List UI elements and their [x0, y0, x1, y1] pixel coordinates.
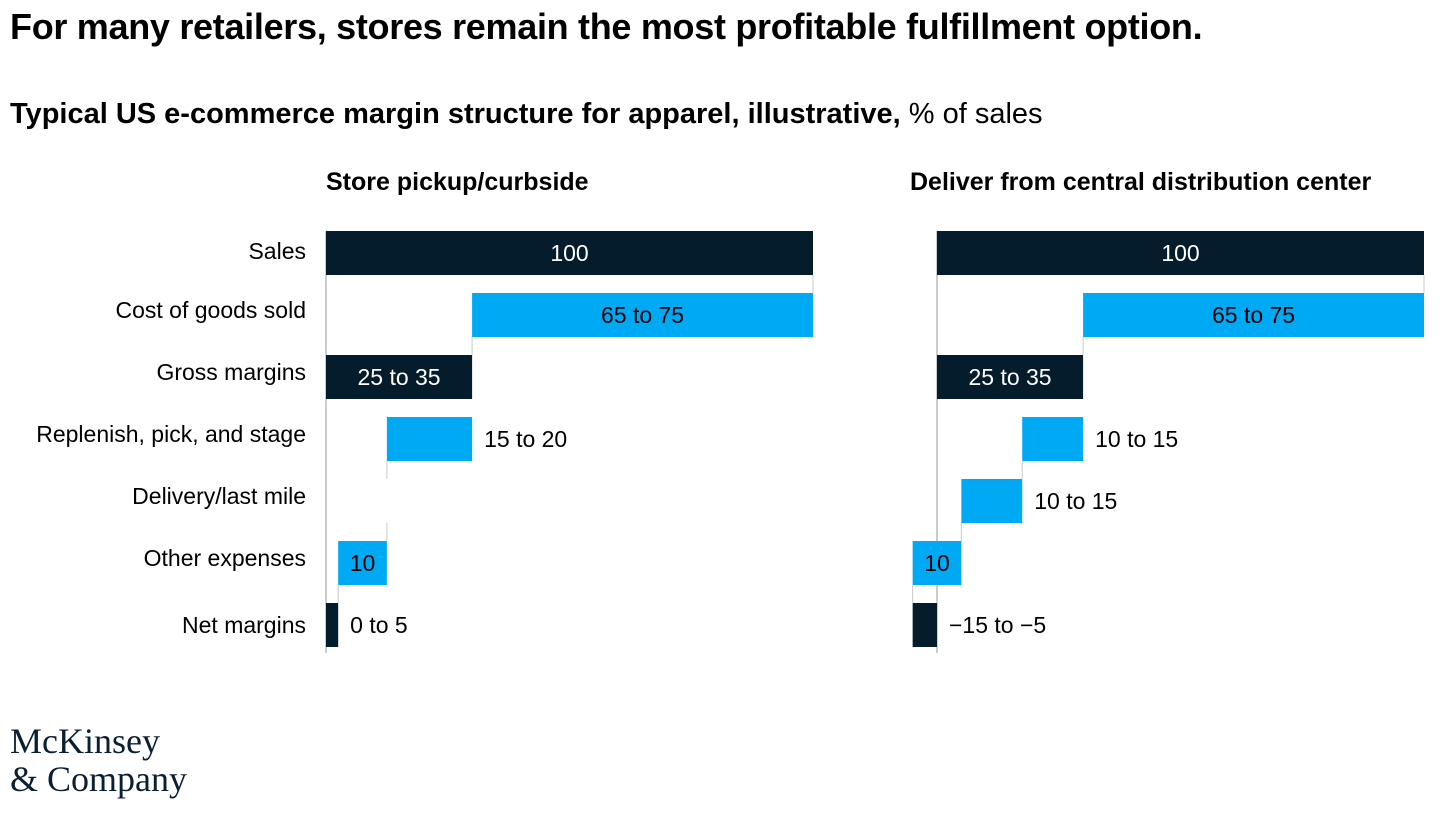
bar-store-pickup-sales: [326, 231, 813, 275]
data-label-store-pickup-cost-of-goods-sold: 65 to 75: [601, 302, 684, 328]
data-label-distribution-center-other-expenses: 10: [924, 550, 950, 576]
logo-line-2: & Company: [10, 759, 187, 799]
chart-title: For many retailers, stores remain the mo…: [10, 6, 1203, 47]
data-label-distribution-center-sales: 100: [1161, 240, 1199, 266]
bar-distribution-center-replenish-pick-and-stage: [1022, 417, 1084, 461]
bar-store-pickup-net-margins: [326, 603, 339, 647]
data-label-distribution-center-replenish-pick-and-stage: 10 to 15: [1095, 426, 1178, 452]
data-label-distribution-center-cost-of-goods-sold: 65 to 75: [1212, 302, 1295, 328]
bar-distribution-center-gross-margins: [937, 355, 1084, 399]
row-label-gross-margins: Gross margins: [156, 359, 306, 385]
data-label-store-pickup-net-margins: 0 to 5: [350, 612, 408, 638]
data-label-distribution-center-gross-margins: 25 to 35: [968, 364, 1051, 390]
bar-distribution-center-other-expenses: [912, 541, 962, 585]
bar-store-pickup-replenish-pick-and-stage: [386, 417, 473, 461]
bar-store-pickup-cost-of-goods-sold: [472, 293, 813, 337]
row-label-other-expenses: Other expenses: [143, 545, 306, 571]
data-label-store-pickup-other-expenses: 10: [350, 550, 376, 576]
bar-distribution-center-net-margins: [912, 603, 937, 647]
bar-distribution-center-delivery-last-mile: [961, 479, 1023, 523]
bar-distribution-center-sales: [937, 231, 1424, 275]
logo-line-1: McKinsey: [10, 721, 160, 761]
subtitle-unit: % of sales: [908, 98, 1043, 130]
mckinsey-logo: McKinsey & Company: [10, 722, 187, 798]
panel-title-distribution-center: Deliver from central distribution center: [910, 168, 1372, 196]
row-label-replenish: Replenish, pick, and stage: [36, 421, 306, 447]
panel-title-store-pickup: Store pickup/curbside: [326, 168, 589, 196]
row-label-delivery: Delivery/last mile: [132, 483, 306, 509]
row-label-sales: Sales: [248, 238, 306, 264]
bar-store-pickup-gross-margins: [326, 355, 473, 399]
subtitle-main: Typical US e-commerce margin structure f…: [10, 98, 901, 130]
row-label-cogs: Cost of goods sold: [115, 297, 306, 323]
chart-subtitle: Typical US e-commerce margin structure f…: [10, 98, 1043, 131]
data-label-store-pickup-replenish-pick-and-stage: 15 to 20: [484, 426, 567, 452]
row-label-net-margins: Net margins: [182, 612, 306, 638]
bar-store-pickup-other-expenses: [338, 541, 387, 585]
data-label-store-pickup-sales: 100: [550, 240, 588, 266]
data-label-distribution-center-delivery-last-mile: 10 to 15: [1034, 488, 1117, 514]
data-label-store-pickup-gross-margins: 25 to 35: [357, 364, 440, 390]
bar-distribution-center-cost-of-goods-sold: [1083, 293, 1424, 337]
data-label-distribution-center-net-margins: −15 to −5: [949, 612, 1046, 638]
